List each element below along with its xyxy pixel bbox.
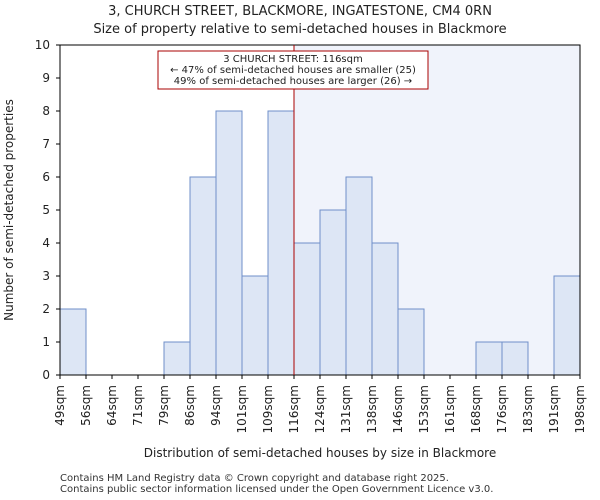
y-tick-label: 3 <box>42 269 50 283</box>
histogram-bar <box>241 275 269 376</box>
x-tick-label: 49sqm <box>53 385 67 426</box>
x-tick-label: 183sqm <box>521 385 535 433</box>
annotation-box <box>157 50 429 90</box>
y-axis-label: Number of semi-detached properties <box>2 99 16 321</box>
histogram-bar <box>163 341 191 376</box>
y-tick-label: 7 <box>42 137 50 151</box>
histogram-bar <box>267 110 295 376</box>
x-tick-label: 56sqm <box>79 385 93 426</box>
y-tick-label: 1 <box>42 335 50 349</box>
histogram-bar <box>371 242 399 376</box>
x-tick-label: 138sqm <box>365 385 379 433</box>
x-tick-label: 176sqm <box>495 385 509 433</box>
histogram-bar <box>215 110 243 376</box>
x-tick-label: 64sqm <box>105 385 119 426</box>
chart-subtitle: Size of property relative to semi-detach… <box>93 22 507 37</box>
y-tick-label: 0 <box>42 368 50 382</box>
footer-line-1: Contains HM Land Registry data © Crown c… <box>60 473 449 484</box>
x-tick-label: 86sqm <box>183 385 197 426</box>
y-tick-label: 5 <box>42 203 50 217</box>
x-tick-label: 198sqm <box>573 385 587 433</box>
annotation-line: ← 47% of semi-detached houses are smalle… <box>170 65 416 76</box>
histogram-bar <box>553 275 581 376</box>
y-tick-label: 4 <box>42 236 50 250</box>
x-tick-label: 191sqm <box>547 385 561 433</box>
histogram-bar <box>501 341 529 376</box>
y-tick-label: 10 <box>35 38 50 52</box>
y-tick-label: 8 <box>42 104 50 118</box>
x-axis-label: Distribution of semi-detached houses by … <box>144 446 496 460</box>
x-tick-label: 168sqm <box>469 385 483 433</box>
y-tick-label: 9 <box>42 71 50 85</box>
histogram-bar <box>319 209 347 376</box>
annotation-line: 49% of semi-detached houses are larger (… <box>174 76 412 87</box>
footer-line-2: Contains public sector information licen… <box>60 484 494 495</box>
histogram-bar <box>345 176 373 376</box>
histogram-bar <box>59 308 87 376</box>
x-tick-label: 94sqm <box>209 385 223 426</box>
histogram-bar <box>189 176 217 376</box>
histogram-bar <box>293 242 321 376</box>
x-tick-label: 71sqm <box>131 385 145 426</box>
histogram-bar <box>397 308 425 376</box>
x-tick-label: 101sqm <box>235 385 249 433</box>
x-tick-label: 131sqm <box>339 385 353 433</box>
annotation-line: 3 CHURCH STREET: 116sqm <box>223 54 362 65</box>
histogram-bar <box>475 341 503 376</box>
chart-title: 3, CHURCH STREET, BLACKMORE, INGATESTONE… <box>108 4 492 19</box>
x-tick-label: 153sqm <box>417 385 431 433</box>
y-tick-label: 2 <box>42 302 50 316</box>
y-tick-label: 6 <box>42 170 50 184</box>
x-tick-label: 109sqm <box>261 385 275 433</box>
x-tick-label: 161sqm <box>443 385 457 433</box>
x-tick-label: 116sqm <box>287 385 301 433</box>
x-tick-label: 79sqm <box>157 385 171 426</box>
x-tick-label: 124sqm <box>313 385 327 433</box>
x-tick-label: 146sqm <box>391 385 405 433</box>
